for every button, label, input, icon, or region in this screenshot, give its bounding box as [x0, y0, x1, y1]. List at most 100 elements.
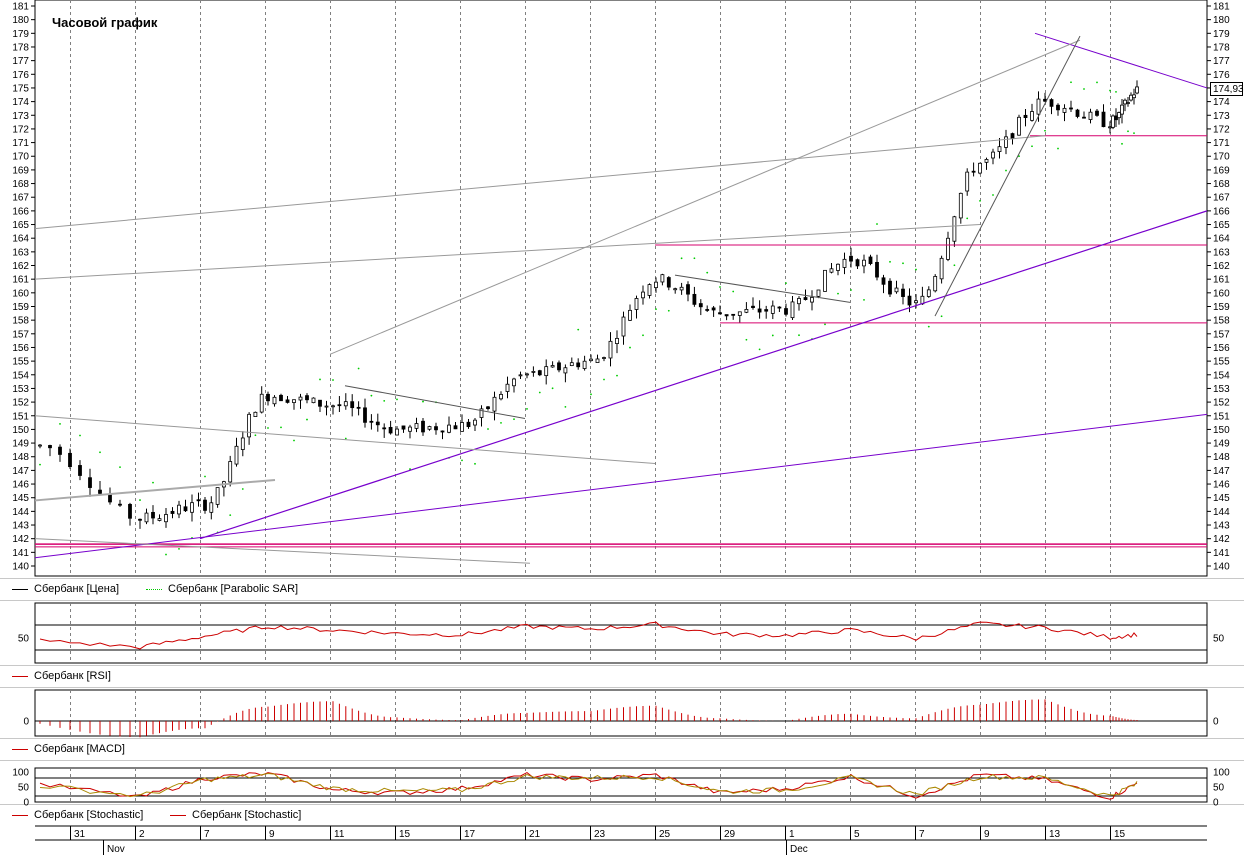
rsi-tick-label-right: 50 — [1213, 634, 1225, 645]
y-tick-label-right: 170 — [1213, 152, 1230, 163]
candle-body — [466, 421, 471, 428]
legend-dotted-icon — [146, 588, 162, 590]
candle-body — [68, 452, 72, 468]
sar-dot — [732, 290, 735, 293]
y-tick-label-left: 149 — [12, 439, 29, 450]
sar-dot — [590, 393, 592, 396]
candle-body — [1126, 102, 1130, 104]
y-tick-label-left: 177 — [12, 56, 29, 67]
sar-dot — [966, 217, 969, 220]
sar-dot — [616, 374, 618, 377]
sar-dot — [850, 289, 852, 291]
candle-body — [978, 162, 982, 174]
candle-body — [518, 374, 523, 377]
channel-line — [34, 224, 981, 280]
sar-dot — [119, 466, 121, 469]
sar-dot — [1115, 90, 1117, 93]
channel-line — [674, 274, 851, 303]
candle-body — [784, 308, 788, 315]
candle-body — [958, 192, 963, 219]
sar-dot — [59, 423, 61, 425]
date-tick-label: 1 — [789, 829, 795, 840]
candle-body — [971, 170, 976, 173]
candle-body — [234, 445, 239, 465]
sar-dot — [204, 475, 206, 478]
candle-body — [369, 420, 374, 423]
candle-body — [1120, 104, 1124, 115]
candle-body — [628, 309, 632, 321]
chart-title: Часовой график — [52, 15, 158, 30]
price-panel-frame — [34, 0, 1208, 577]
candle-body — [285, 399, 290, 403]
sar-dot — [1127, 130, 1129, 133]
sar-dot — [629, 346, 631, 349]
candle-body — [881, 277, 886, 285]
legend-label: Сбербанк [Parabolic SAR] — [168, 583, 299, 595]
sar-dot — [357, 367, 360, 370]
y-tick-label-left: 140 — [12, 562, 29, 573]
y-tick-label-left: 151 — [12, 411, 29, 422]
stochastic-tick-label-left: 0 — [23, 798, 29, 809]
candle-body — [647, 284, 652, 296]
y-tick-label-right: 152 — [1213, 398, 1230, 409]
channel-line — [34, 478, 276, 502]
sar-dot — [99, 451, 101, 454]
candle-body — [177, 504, 181, 515]
candle-body — [1010, 133, 1015, 139]
candle-body — [363, 407, 367, 423]
candle-body — [228, 461, 233, 483]
legend-item-macd: Сбербанк [MACD] — [12, 743, 125, 755]
macd-tick-label-right: 0 — [1213, 717, 1219, 728]
y-tick-label-left: 155 — [12, 357, 29, 368]
stochastic-tick-label-left: 50 — [18, 783, 30, 794]
y-tick-label-right: 143 — [1213, 521, 1230, 532]
candle-body — [926, 289, 931, 297]
candle-body — [1123, 99, 1127, 105]
candle-body — [744, 309, 749, 313]
candle-body — [777, 306, 782, 309]
candle-body — [1069, 107, 1073, 110]
candle-body — [473, 419, 477, 426]
sar-dot — [642, 334, 644, 337]
date-tick-label: 7 — [919, 829, 925, 840]
sar-dot — [370, 394, 373, 397]
date-tick-label: 7 — [204, 829, 210, 840]
legend-label: Сбербанк [Stochastic] — [34, 809, 144, 821]
y-tick-label-left: 169 — [12, 165, 29, 176]
candle-body — [203, 499, 207, 511]
month-label: Dec — [790, 844, 808, 855]
candle-body — [331, 405, 335, 408]
sar-dot — [267, 427, 269, 429]
candle-body — [823, 269, 827, 292]
y-tick-label-left: 176 — [12, 70, 29, 81]
y-tick-label-right: 165 — [1213, 220, 1230, 231]
candle-body — [1101, 111, 1106, 128]
y-tick-label-left: 162 — [12, 261, 29, 272]
candle-body — [453, 425, 458, 430]
sar-dot — [1031, 145, 1033, 148]
candle-body — [1036, 98, 1041, 115]
candle-body — [810, 297, 814, 303]
legend-item-price: Сбербанк [Цена] — [12, 583, 119, 595]
candle-body — [1129, 94, 1133, 101]
y-tick-label-left: 160 — [12, 288, 29, 299]
candle-body — [965, 171, 970, 192]
y-tick-label-left: 180 — [12, 15, 29, 26]
candle-body — [108, 493, 112, 503]
sar-dot — [1121, 142, 1123, 145]
sar-dot — [551, 387, 554, 390]
sar-dot — [409, 468, 411, 470]
y-tick-label-right: 161 — [1213, 275, 1230, 286]
y-tick-label-left: 152 — [12, 398, 29, 409]
candle-body — [190, 502, 194, 513]
candle-body — [836, 263, 840, 271]
legend-line-icon — [170, 814, 186, 816]
candle-body — [595, 358, 600, 363]
y-tick-label-left: 142 — [12, 534, 29, 545]
y-tick-label-left: 178 — [12, 42, 29, 53]
macd-legend: Сбербанк [MACD] — [0, 740, 1244, 760]
sar-dot — [992, 194, 994, 196]
macd-tick-label-left: 0 — [23, 717, 29, 728]
sar-dot — [577, 328, 580, 331]
